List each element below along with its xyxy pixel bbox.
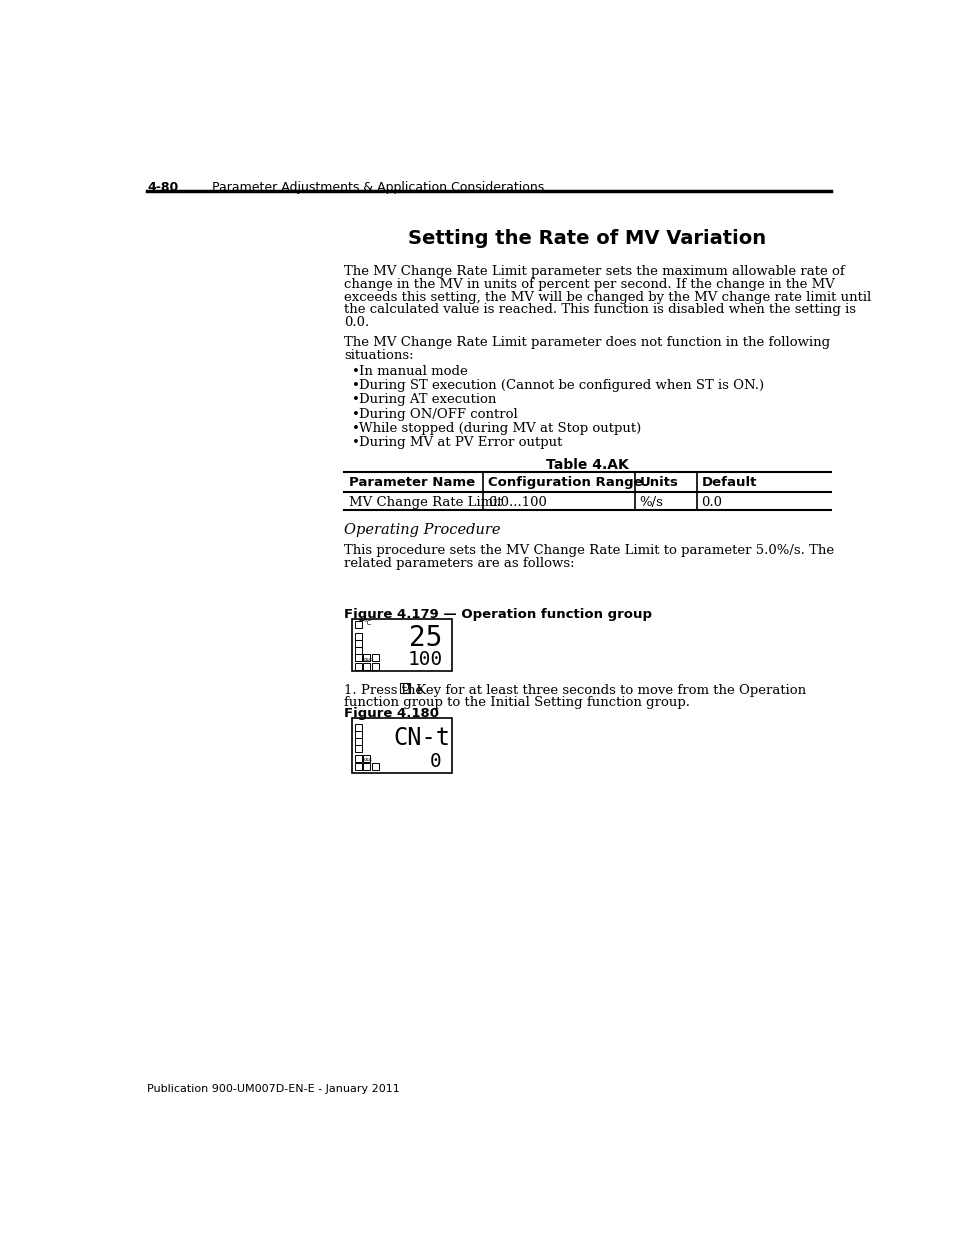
Text: •: •: [352, 366, 359, 378]
Text: •: •: [352, 408, 359, 421]
Text: MV Change Rate Limit: MV Change Rate Limit: [348, 496, 501, 509]
Bar: [352, 718, 452, 773]
Text: 0.0: 0.0: [700, 496, 721, 509]
Bar: [355, 663, 361, 669]
Text: out: out: [363, 657, 372, 662]
Text: •: •: [352, 436, 359, 450]
Bar: [363, 655, 370, 662]
Bar: [355, 724, 361, 731]
Text: •: •: [352, 422, 359, 435]
Bar: [372, 663, 378, 669]
Bar: [355, 647, 361, 653]
Text: The MV Change Rate Limit parameter does not function in the following: The MV Change Rate Limit parameter does …: [344, 336, 829, 350]
Bar: [352, 619, 452, 672]
Text: situations:: situations:: [344, 350, 414, 362]
Text: During ON/OFF control: During ON/OFF control: [359, 408, 517, 421]
Text: Parameter Name: Parameter Name: [348, 475, 475, 489]
Text: Configuration Range: Configuration Range: [488, 475, 642, 489]
Text: During MV at PV Error output: During MV at PV Error output: [359, 436, 562, 450]
Text: Key for at least three seconds to move from the Operation: Key for at least three seconds to move f…: [412, 684, 805, 697]
Text: Units: Units: [639, 475, 678, 489]
Text: 25: 25: [408, 625, 441, 652]
Text: %/s: %/s: [639, 496, 662, 509]
Text: O: O: [400, 683, 408, 693]
Text: The MV Change Rate Limit parameter sets the maximum allowable rate of: The MV Change Rate Limit parameter sets …: [344, 266, 843, 278]
Bar: [355, 731, 361, 739]
Bar: [355, 621, 361, 629]
Bar: [355, 745, 361, 752]
Text: During AT execution: During AT execution: [359, 394, 497, 406]
Text: Figure 4.180: Figure 4.180: [344, 708, 438, 720]
Text: 100: 100: [407, 651, 442, 669]
Bar: [355, 632, 361, 640]
Bar: [355, 763, 361, 771]
Text: exceeds this setting, the MV will be changed by the MV change rate limit until: exceeds this setting, the MV will be cha…: [344, 290, 870, 304]
Bar: [355, 655, 361, 662]
Bar: [363, 655, 370, 662]
Bar: [363, 663, 370, 669]
Text: function group to the Initial Setting function group.: function group to the Initial Setting fu…: [344, 697, 689, 709]
Text: While stopped (during MV at Stop output): While stopped (during MV at Stop output): [359, 422, 641, 435]
Bar: [372, 655, 378, 662]
Text: •: •: [352, 394, 359, 406]
Text: Table 4.AK: Table 4.AK: [545, 458, 628, 472]
Bar: [372, 763, 378, 771]
Text: Parameter Adjustments & Application Considerations: Parameter Adjustments & Application Cons…: [212, 180, 544, 194]
Text: out: out: [363, 757, 372, 762]
Text: 0.0.: 0.0.: [344, 316, 369, 329]
Text: Operating Procedure: Operating Procedure: [344, 522, 500, 537]
Bar: [355, 655, 361, 662]
Text: the calculated value is reached. This function is disabled when the setting is: the calculated value is reached. This fu…: [344, 304, 855, 316]
Text: In manual mode: In manual mode: [359, 366, 468, 378]
Bar: [399, 683, 410, 693]
Text: 0: 0: [429, 752, 441, 771]
Text: 1. Press the: 1. Press the: [344, 684, 427, 697]
Text: This procedure sets the MV Change Rate Limit to parameter 5.0%/s. The: This procedure sets the MV Change Rate L…: [344, 545, 833, 557]
Text: 4-80: 4-80: [147, 180, 178, 194]
Text: CN-t: CN-t: [393, 726, 450, 750]
Text: Setting the Rate of MV Variation: Setting the Rate of MV Variation: [408, 228, 765, 248]
Text: •: •: [352, 379, 359, 393]
Text: 0.0...100: 0.0...100: [488, 496, 546, 509]
Bar: [355, 739, 361, 745]
Bar: [355, 640, 361, 647]
Bar: [355, 755, 361, 762]
Bar: [363, 763, 370, 771]
Bar: [363, 755, 370, 762]
Text: During ST execution (Cannot be configured when ST is ON.): During ST execution (Cannot be configure…: [359, 379, 763, 393]
Text: Figure 4.179 — Operation function group: Figure 4.179 — Operation function group: [344, 609, 651, 621]
Text: change in the MV in units of percent per second. If the change in the MV: change in the MV in units of percent per…: [344, 278, 834, 291]
Text: Default: Default: [700, 475, 756, 489]
Text: related parameters are as follows:: related parameters are as follows:: [344, 557, 574, 571]
Text: °C: °C: [363, 620, 372, 626]
Text: Publication 900-UM007D-EN-E - January 2011: Publication 900-UM007D-EN-E - January 20…: [147, 1084, 399, 1094]
